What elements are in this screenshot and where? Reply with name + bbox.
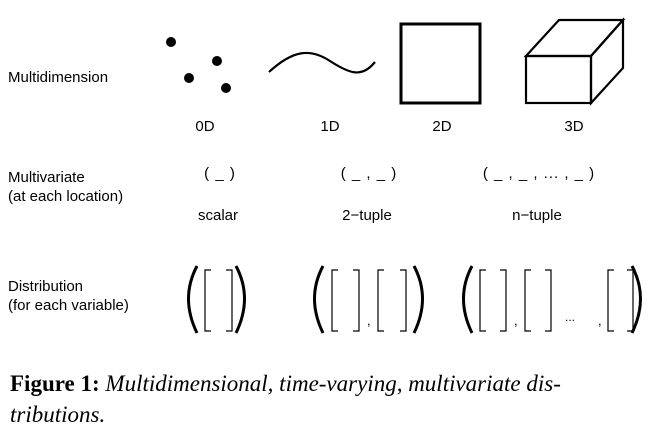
scalar-label: scalar [197, 207, 238, 224]
pair-separator: , [367, 313, 371, 328]
point [166, 37, 176, 47]
dimension-label-1d: 1D [320, 118, 340, 135]
scalar-glyph: ( _ ) [204, 165, 236, 182]
distribution-sublabel: (for each variable) [8, 297, 129, 314]
pair-label: 2−tuple [342, 207, 392, 224]
distribution-n [462, 265, 642, 334]
multivariate-sublabel: (at each location) [8, 188, 124, 205]
distribution-pair [313, 265, 424, 334]
pair-glyph: ( _ , _ ) [340, 165, 398, 182]
one-d-curve [268, 51, 376, 74]
multivariate-label: Multivariate [8, 169, 85, 186]
n-separator-comma: , [514, 313, 518, 328]
distribution-scalar [187, 265, 246, 334]
dimension-label-2d: 2D [432, 118, 452, 135]
caption-prefix: Figure 1: [10, 371, 100, 396]
n-tuple-label: n−tuple [512, 207, 562, 224]
distribution-label: Distribution [8, 278, 84, 295]
n-tuple-glyph: ( _ , _ , ... , _ ) [482, 165, 596, 182]
caption-text: Multidimensional, time-varying, multivar… [10, 371, 561, 427]
zero-d-points [166, 37, 231, 93]
three-d-cube [523, 17, 626, 106]
multidimension-label: Multidimension [8, 69, 109, 86]
figure-caption: Figure 1: Multidimensional, time-varying… [10, 368, 655, 430]
point [212, 56, 222, 66]
two-d-square [399, 22, 482, 105]
dimension-label-0d: 0D [195, 118, 215, 135]
n-separator-comma-end: , [598, 313, 602, 328]
point [221, 83, 231, 93]
point [184, 73, 194, 83]
dimension-label-3d: 3D [564, 118, 584, 135]
n-separator-ellipsis: ... [565, 310, 576, 324]
